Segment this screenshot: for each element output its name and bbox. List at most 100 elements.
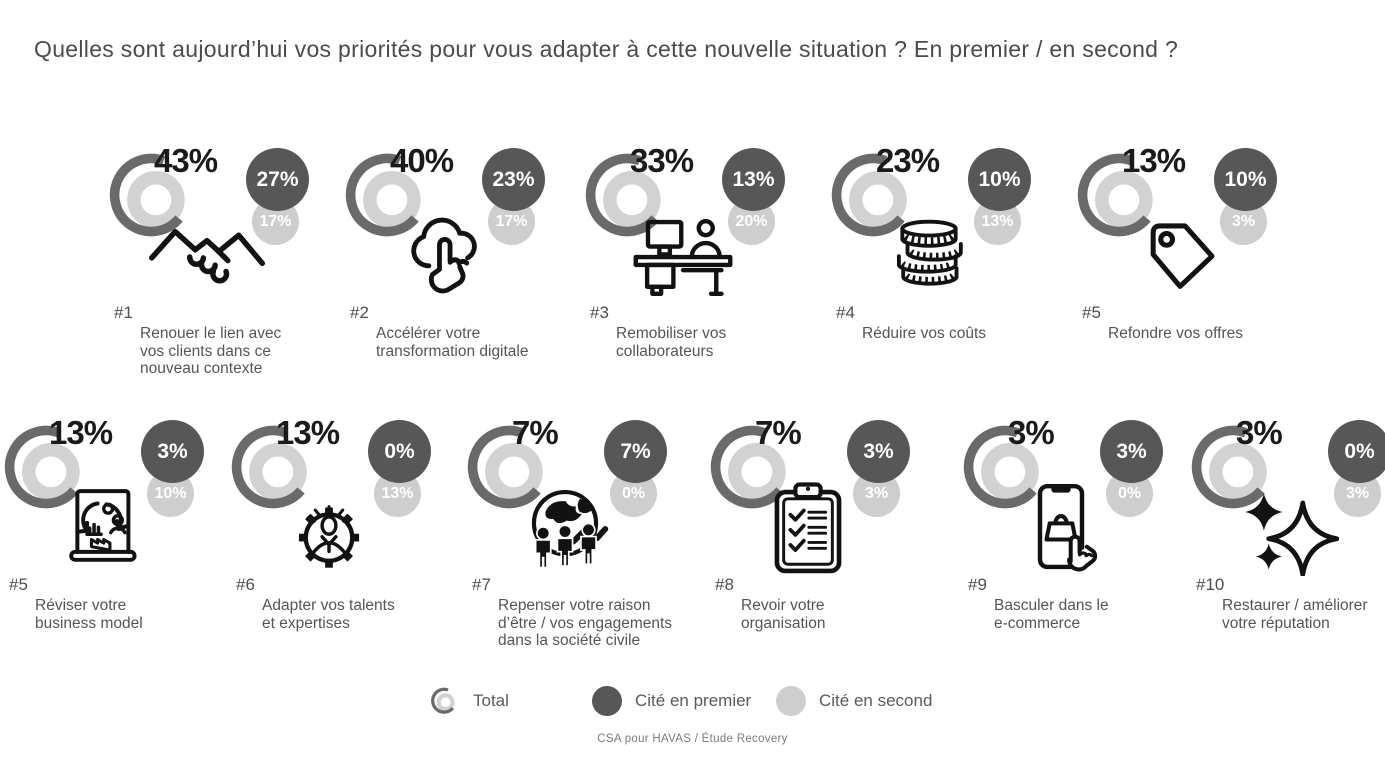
priority-label: Basculer dans le e-commerce — [994, 597, 1109, 632]
priority-label: Renouer le lien avec vos clients dans ce… — [140, 325, 282, 377]
first-bubble: 10% — [1214, 148, 1277, 211]
rank-label: #5 — [9, 575, 28, 594]
first-bubble: 3% — [1100, 420, 1163, 483]
priority-label: Réviser votre business model — [35, 597, 143, 632]
globe-people-icon — [498, 482, 632, 576]
handshake-icon — [140, 210, 274, 304]
desk-worker-icon — [616, 210, 750, 304]
priority-label: Revoir votre organisation — [741, 597, 826, 632]
legend-second-label: Cité en second — [819, 691, 933, 710]
priority-label: Réduire vos coûts — [862, 325, 987, 342]
rank-label: #6 — [236, 575, 255, 594]
priority-tile: 40% 17% 23% #2 Accélérer votre transform… — [336, 142, 581, 398]
priority-tile: 13% 13% 0% #6 Adapter vos talents et exp… — [222, 414, 467, 670]
priority-label: Adapter vos talents et expertises — [262, 597, 395, 632]
first-percent: 23% — [492, 167, 535, 191]
legend-total: Total — [430, 684, 509, 718]
second-percent: 17% — [495, 212, 528, 230]
total-percent: 23% — [876, 142, 940, 179]
legend-first: Cité en premier — [592, 684, 751, 718]
first-percent: 13% — [732, 167, 775, 191]
rank-label: #8 — [715, 575, 734, 594]
priority-tile: 3% 0% 3% #9 Basculer dans le e-commerce — [954, 414, 1199, 670]
second-percent: 3% — [1345, 484, 1370, 502]
first-bubble: 13% — [722, 148, 785, 211]
flipchart-cycle-icon — [35, 482, 169, 576]
priority-label: Remobiliser vos collaborateurs — [616, 325, 727, 360]
priority-tile: 7% 0% 7% #7 Repenser votre raison d’être… — [458, 414, 703, 670]
total-ring-icon — [1188, 420, 1284, 516]
total-percent: 13% — [1122, 142, 1186, 179]
source-credit: CSA pour HAVAS / Étude Recovery — [597, 733, 788, 745]
second-percent: 13% — [981, 212, 1014, 230]
first-percent: 7% — [620, 439, 651, 463]
first-percent: 27% — [256, 167, 299, 191]
rank-label: #4 — [836, 303, 855, 322]
first-bubble: 23% — [482, 148, 545, 211]
total-ring-icon — [106, 148, 202, 244]
total-percent: 40% — [390, 142, 454, 179]
priority-tile: 33% 20% 13% #3 Remobiliser vos collabora… — [576, 142, 821, 398]
first-bubble: 27% — [246, 148, 309, 211]
priority-label: Refondre vos offres — [1108, 325, 1243, 342]
first-percent: 0% — [384, 439, 415, 463]
first-bubble: 3% — [847, 420, 910, 483]
first-percent: 3% — [863, 439, 894, 463]
total-ring-icon — [960, 420, 1056, 516]
cloud-click-icon — [376, 210, 510, 304]
first-bubble: 0% — [368, 420, 431, 483]
priority-label: Accélérer votre transformation digitale — [376, 325, 529, 360]
first-percent: 3% — [1116, 439, 1147, 463]
first-percent: 10% — [978, 167, 1021, 191]
total-percent: 7% — [755, 414, 802, 451]
second-percent: 13% — [381, 484, 414, 502]
total-percent: 7% — [512, 414, 559, 451]
total-ring-icon — [228, 420, 324, 516]
total-percent: 3% — [1236, 414, 1283, 451]
total-percent: 13% — [49, 414, 113, 451]
second-swatch-icon — [776, 686, 806, 716]
second-percent: 0% — [1117, 484, 1142, 502]
total-percent: 33% — [630, 142, 694, 179]
total-ring-icon — [828, 148, 924, 244]
priority-tile: 13% 10% 3% #5 Réviser votre business mod… — [0, 414, 240, 670]
rank-label: #1 — [114, 303, 133, 322]
priority-tile: 7% 3% 3% #8 Revoir votre organisation — [701, 414, 946, 670]
total-percent: 3% — [1008, 414, 1055, 451]
first-bubble: 3% — [141, 420, 204, 483]
second-percent: 20% — [735, 212, 768, 230]
second-percent: 17% — [259, 212, 292, 230]
phone-shopping-icon — [994, 482, 1128, 576]
total-ring-icon — [707, 420, 803, 516]
first-percent: 3% — [157, 439, 188, 463]
priority-tile: 13% 3% 10% #5 Refondre vos offres — [1068, 142, 1313, 398]
priority-tile: 3% 3% 0% #10 Restaurer / améliorer votre… — [1182, 414, 1385, 670]
first-percent: 10% — [1224, 167, 1267, 191]
legend-second: Cité en second — [776, 684, 932, 718]
total-ring-icon — [464, 420, 560, 516]
total-ring-icon — [582, 148, 678, 244]
second-percent: 0% — [621, 484, 646, 502]
second-percent: 3% — [1231, 212, 1256, 230]
total-ring-icon — [1074, 148, 1170, 244]
legend-total-label: Total — [473, 691, 509, 710]
rank-label: #10 — [1196, 575, 1225, 594]
first-bubble: 0% — [1328, 420, 1385, 483]
total-ring-icon — [430, 686, 460, 716]
first-bubble: 7% — [604, 420, 667, 483]
rank-label: #3 — [590, 303, 609, 322]
rank-label: #2 — [350, 303, 369, 322]
priority-tile: 43% 17% 27% #1 Renouer le lien avec vos … — [100, 142, 345, 398]
priority-label: Restaurer / améliorer votre réputation — [1222, 597, 1368, 632]
priority-tile: 23% 13% 10% #4 Réduire vos coûts — [822, 142, 1067, 398]
second-percent: 10% — [154, 484, 187, 502]
rank-label: #5 — [1082, 303, 1101, 322]
first-swatch-icon — [592, 686, 622, 716]
total-ring-icon — [342, 148, 438, 244]
price-tag-icon — [1108, 210, 1242, 304]
page-title: Quelles sont aujourd’hui vos priorités p… — [34, 36, 1179, 62]
priority-label: Repenser votre raison d’être / vos engag… — [498, 597, 673, 649]
gear-person-icon — [262, 482, 396, 576]
total-ring-icon — [1, 420, 97, 516]
